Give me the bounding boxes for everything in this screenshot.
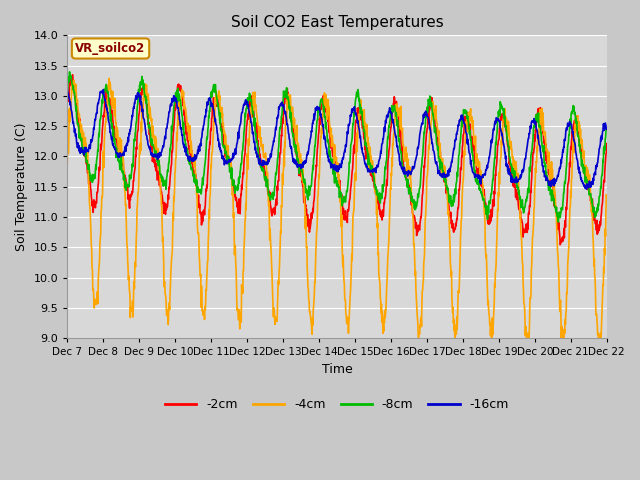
-8cm [184, 151, 191, 156]
-8cm [63, 91, 71, 96]
Text: VR_soilco2: VR_soilco2 [76, 42, 146, 55]
-4cm [184, 128, 191, 134]
-4cm [421, 229, 429, 235]
-4cm [540, 119, 547, 124]
-8cm [421, 124, 429, 130]
-2cm [68, 72, 76, 78]
-4cm [451, 336, 459, 341]
-8cm [244, 106, 252, 111]
-16cm [63, 85, 71, 91]
Line: -2cm: -2cm [67, 75, 607, 245]
-16cm [582, 186, 590, 192]
-4cm [105, 75, 113, 81]
Y-axis label: Soil Temperature (C): Soil Temperature (C) [15, 122, 28, 251]
X-axis label: Time: Time [322, 363, 353, 376]
-16cm [184, 152, 191, 157]
-16cm [539, 163, 547, 169]
-16cm [170, 95, 178, 100]
-8cm [554, 219, 562, 225]
-8cm [66, 69, 74, 75]
-16cm [420, 110, 428, 116]
-2cm [539, 128, 547, 134]
Title: Soil CO2 East Temperatures: Soil CO2 East Temperatures [230, 15, 444, 30]
-8cm [603, 126, 611, 132]
Line: -4cm: -4cm [67, 78, 607, 338]
-16cm [603, 126, 611, 132]
Legend: -2cm, -4cm, -8cm, -16cm: -2cm, -4cm, -8cm, -16cm [160, 393, 514, 416]
-4cm [63, 159, 71, 165]
-2cm [184, 138, 191, 144]
-4cm [492, 267, 500, 273]
-2cm [244, 111, 252, 117]
-8cm [539, 149, 547, 155]
-4cm [244, 166, 252, 172]
-2cm [171, 114, 179, 120]
Line: -16cm: -16cm [67, 88, 607, 189]
-2cm [421, 155, 429, 161]
Line: -8cm: -8cm [67, 72, 607, 222]
-8cm [171, 99, 179, 105]
-8cm [492, 144, 499, 149]
-2cm [63, 96, 71, 102]
-16cm [491, 121, 499, 127]
-4cm [603, 194, 611, 200]
-16cm [244, 100, 252, 106]
-2cm [492, 172, 499, 178]
-2cm [556, 242, 564, 248]
-2cm [603, 141, 611, 146]
-4cm [171, 187, 179, 193]
